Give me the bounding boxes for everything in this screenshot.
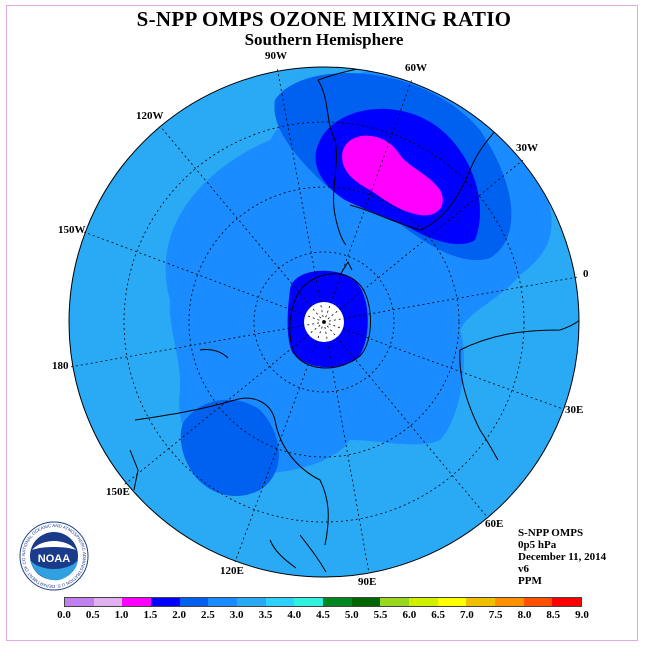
lon-label-180: 180 <box>52 360 69 372</box>
colorbar-tick-label: 5.0 <box>344 609 359 621</box>
colorbar-tick-label: 8.0 <box>517 609 532 621</box>
colorbar-segment <box>179 598 209 606</box>
info-level: 0p5 hPa <box>518 539 557 551</box>
colorbar-tick-label: 1.5 <box>143 609 158 621</box>
colorbar-segment <box>437 598 467 606</box>
colorbar <box>64 597 582 607</box>
colorbar-segment <box>151 598 180 606</box>
colorbar-tick-label: 3.5 <box>258 609 273 621</box>
colorbar-tick-label: 6.0 <box>402 609 417 621</box>
lon-label-30w: 30W <box>516 142 538 154</box>
lon-label-0: 0 <box>583 268 589 280</box>
colorbar-segment <box>93 598 123 606</box>
colorbar-tick-label: 2.5 <box>201 609 215 621</box>
colorbar-segment <box>523 598 553 606</box>
colorbar-segment <box>323 598 352 606</box>
colorbar-tick-label: 6.5 <box>431 609 445 621</box>
colorbar-segment <box>122 598 152 606</box>
plot-frame <box>6 5 638 641</box>
lon-label-60e: 60E <box>485 518 504 530</box>
lon-label-150e: 150E <box>106 486 130 498</box>
colorbar-segment <box>552 598 582 606</box>
ozone-field-2-0-australia <box>180 399 279 496</box>
colorbar-segment <box>495 598 524 606</box>
lon-label-90w: 90W <box>265 50 287 62</box>
info-date: December 11, 2014 <box>518 551 607 563</box>
lon-label-30e: 30E <box>565 404 584 416</box>
colorbar-segment <box>65 598 94 606</box>
colorbar-tick-label: 5.5 <box>373 609 388 621</box>
graticule <box>69 66 579 574</box>
map-boundary <box>68 66 580 578</box>
logo-text: NOAA <box>38 553 70 565</box>
colorbar-tick-label: 2.0 <box>172 609 186 621</box>
chart-subtitle: Southern Hemisphere <box>244 30 404 49</box>
colorbar-segment <box>265 598 295 606</box>
colorbar-segment <box>380 598 410 606</box>
coastlines <box>129 67 579 573</box>
info-units: PPM <box>518 575 542 587</box>
lon-label-90e: 90E <box>358 576 377 588</box>
colorbar-tick-label: 1.0 <box>114 609 129 621</box>
info-instrument: S-NPP OMPS <box>518 527 584 539</box>
noaa-logo: NOAA NATIONAL OCEANIC AND ATMOSPHERIC AD… <box>18 520 89 591</box>
colorbar-segment <box>208 598 238 606</box>
colorbar-tick-label: 9.0 <box>575 609 589 621</box>
colorbar-tick-label: 8.5 <box>546 609 561 621</box>
colorbar-segment <box>409 598 438 606</box>
lon-label-120e: 120E <box>220 565 244 577</box>
lon-label-60w: 60W <box>405 62 427 74</box>
info-version: v6 <box>518 563 529 575</box>
colorbar-segment <box>351 598 381 606</box>
colorbar-tick-label: 7.5 <box>488 609 503 621</box>
ozone-field-1-0 <box>342 135 443 216</box>
colorbar-tick-label: 7.0 <box>460 609 474 621</box>
colorbar-tick-label: 0.5 <box>85 609 100 621</box>
colorbar-tick-label: 3.0 <box>229 609 244 621</box>
colorbar-segment <box>466 598 496 606</box>
info-block: S-NPP OMPS 0p5 hPa December 11, 2014 v6 … <box>518 527 606 587</box>
chart-title: S-NPP OMPS OZONE MIXING RATIO <box>136 7 512 31</box>
colorbar-tick-label: 0.0 <box>57 609 71 621</box>
lon-label-120w: 120W <box>136 110 164 122</box>
colorbar-segment <box>294 598 324 606</box>
colorbar-tick-label: 4.5 <box>316 609 330 621</box>
pole-marker <box>322 320 326 324</box>
colorbar-segment <box>237 598 266 606</box>
lon-label-150w: 150W <box>58 224 86 236</box>
colorbar-tick-label: 4.0 <box>287 609 302 621</box>
